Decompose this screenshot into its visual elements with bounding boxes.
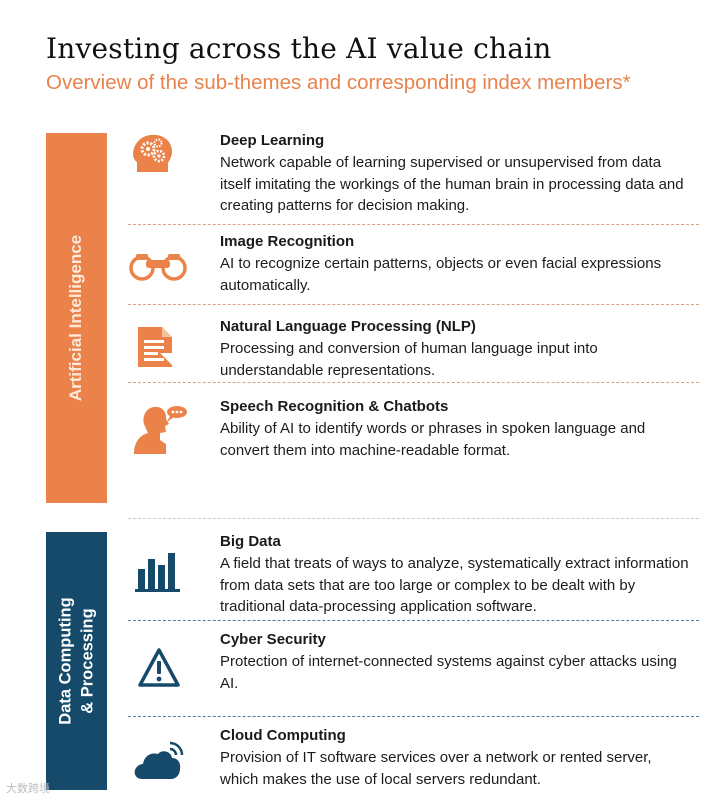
item-description: Protection of internet-connected systems… (220, 653, 677, 692)
category-label-line2: & Processing (78, 608, 97, 714)
brain-gears-icon (133, 134, 172, 172)
data-computing-category-label: Data Computing & Processing (55, 597, 99, 724)
warning-icon (138, 648, 180, 687)
divider (128, 304, 699, 305)
page-subtitle: Overview of the sub-themes and correspon… (46, 71, 631, 94)
item-description: AI to recognize certain patterns, object… (220, 255, 662, 294)
page-title: Investing across the AI value chain (46, 32, 552, 65)
divider (128, 716, 699, 717)
item-heading: Deep Learning (220, 132, 325, 149)
item-description: Processing and conversion of human langu… (220, 340, 598, 379)
category-label-line1: Data Computing (56, 597, 75, 725)
item-description: Network capable of learning supervised o… (220, 154, 684, 214)
item-heading: Natural Language Processing (NLP) (220, 318, 476, 335)
item-heading: Big Data (220, 533, 281, 550)
divider (128, 224, 699, 225)
bar-chart-icon (135, 553, 180, 592)
binoculars-icon (129, 254, 187, 281)
section-divider (128, 518, 699, 519)
cloud-wifi-icon (134, 741, 184, 779)
divider (128, 382, 699, 383)
item-description: Ability of AI to identify words or phras… (220, 420, 646, 459)
speaking-head-icon (134, 406, 187, 454)
divider (128, 620, 699, 621)
item-heading: Cyber Security (220, 631, 326, 648)
item-heading: Cloud Computing (220, 727, 346, 744)
item-description: A field that treats of ways to analyze, … (220, 555, 689, 615)
ai-category-label: Artificial Intelligence (66, 234, 86, 402)
item-heading: Image Recognition (220, 233, 355, 250)
document-icon (138, 327, 172, 367)
ai-category-band: Artificial Intelligence (46, 133, 107, 503)
item-heading: Speech Recognition & Chatbots (220, 398, 449, 415)
watermark: 大数跨境 (6, 783, 50, 795)
data-computing-category-band: Data Computing & Processing (46, 532, 107, 790)
item-description: Provision of IT software services over a… (220, 749, 652, 788)
